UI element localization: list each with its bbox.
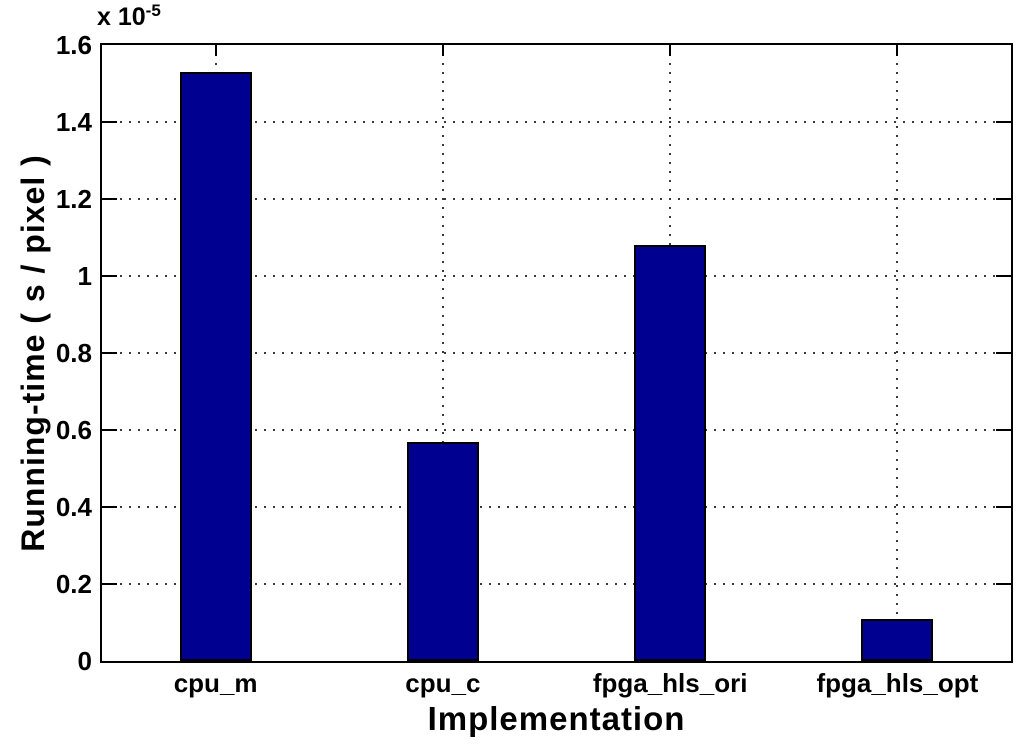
x-tick-mark [669,45,672,56]
h-gridline [102,275,1011,277]
v-gridline [441,45,444,661]
bar-cpu_c [406,441,479,661]
bar-cpu_m [179,71,252,661]
h-gridline [102,583,1011,585]
y-tick-mark [996,506,1011,508]
x-tick-mark [441,45,444,56]
x-tick-mark [214,45,217,56]
x-tick-label: cpu_m [173,668,258,698]
h-gridline [102,198,1011,200]
x-tick-label: fpga_hls_opt [816,668,979,698]
x-tick-label: cpu_c [405,668,481,698]
y-tick-mark [996,429,1011,431]
h-gridline [102,429,1011,431]
x-axis-title: Implementation [427,700,686,737]
bar-fpga_hls_ori [634,245,707,661]
y-tick-mark [996,583,1011,585]
plot-area [100,43,1013,663]
y-tick-mark [996,275,1011,277]
y-tick-label: 0.6 [55,415,92,445]
y-tick-mark [996,121,1011,123]
exponent-base: x 10 [97,3,146,31]
y-tick-mark [102,583,117,585]
h-gridline [102,506,1011,508]
x-tick-label: fpga_hls_ori [592,668,748,698]
v-gridline [896,45,899,661]
y-tick-mark [102,275,117,277]
y-tick-label: 0.2 [55,569,92,599]
y-tick-mark [996,198,1011,200]
y-tick-mark [102,506,117,508]
y-tick-mark [102,429,117,431]
exponent-power: -5 [145,1,161,20]
h-gridline [102,121,1011,123]
y-tick-label: 0 [77,646,92,676]
y-tick-label: 1.4 [55,107,92,137]
h-gridline [102,352,1011,354]
y-tick-label: 0.4 [55,492,92,522]
y-tick-label: 0.8 [55,338,92,368]
y-tick-mark [102,121,117,123]
x-tick-mark [896,45,899,56]
y-axis-exponent-label: x 10-5 [97,2,161,32]
y-tick-mark [102,198,117,200]
y-tick-label: 1 [77,261,92,291]
bar-fpga_hls_opt [861,618,934,661]
y-tick-label: 1.6 [55,30,92,60]
y-tick-mark [102,352,117,354]
y-tick-label: 1.2 [55,184,92,214]
y-tick-mark [996,352,1011,354]
